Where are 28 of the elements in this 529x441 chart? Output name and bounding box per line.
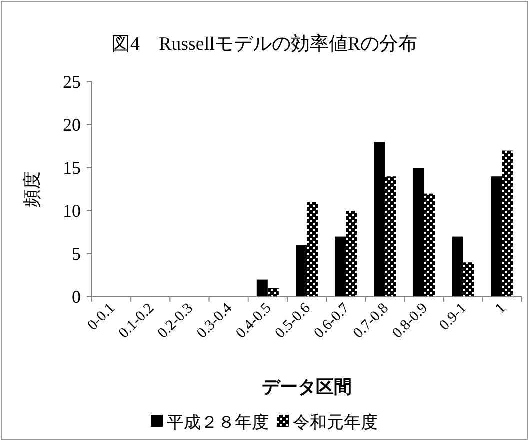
bar <box>307 202 318 297</box>
bar <box>335 236 346 297</box>
y-tick-label: 10 <box>63 201 81 221</box>
bar <box>256 280 268 297</box>
y-tick-label: 0 <box>72 287 81 307</box>
bar <box>463 262 474 297</box>
bar <box>346 211 358 297</box>
bar <box>374 142 386 297</box>
bar <box>491 176 502 297</box>
y-tick-label: 15 <box>63 158 81 178</box>
y-tick-label: 25 <box>63 72 81 92</box>
bar <box>268 288 279 297</box>
legend-label: 平成２８年度 <box>167 413 269 432</box>
bar <box>424 194 436 297</box>
y-axis-title: 頻度 <box>22 172 42 208</box>
bar <box>452 236 464 297</box>
x-tick-label: 0.9-1 <box>436 300 470 334</box>
x-tick-label: 1 <box>492 300 510 318</box>
x-axis-title: データ区間 <box>262 377 352 397</box>
y-tick-label: 20 <box>63 115 81 135</box>
y-tick-label: 5 <box>72 244 81 264</box>
bar <box>413 168 424 297</box>
bar <box>502 150 514 297</box>
legend-label: 令和元年度 <box>293 413 378 432</box>
bar <box>385 176 396 297</box>
x-tick-label: 0-0.1 <box>84 300 118 334</box>
bar <box>296 245 307 297</box>
chart-title: 図4 Russellモデルの効率値Rの分布 <box>111 33 418 55</box>
